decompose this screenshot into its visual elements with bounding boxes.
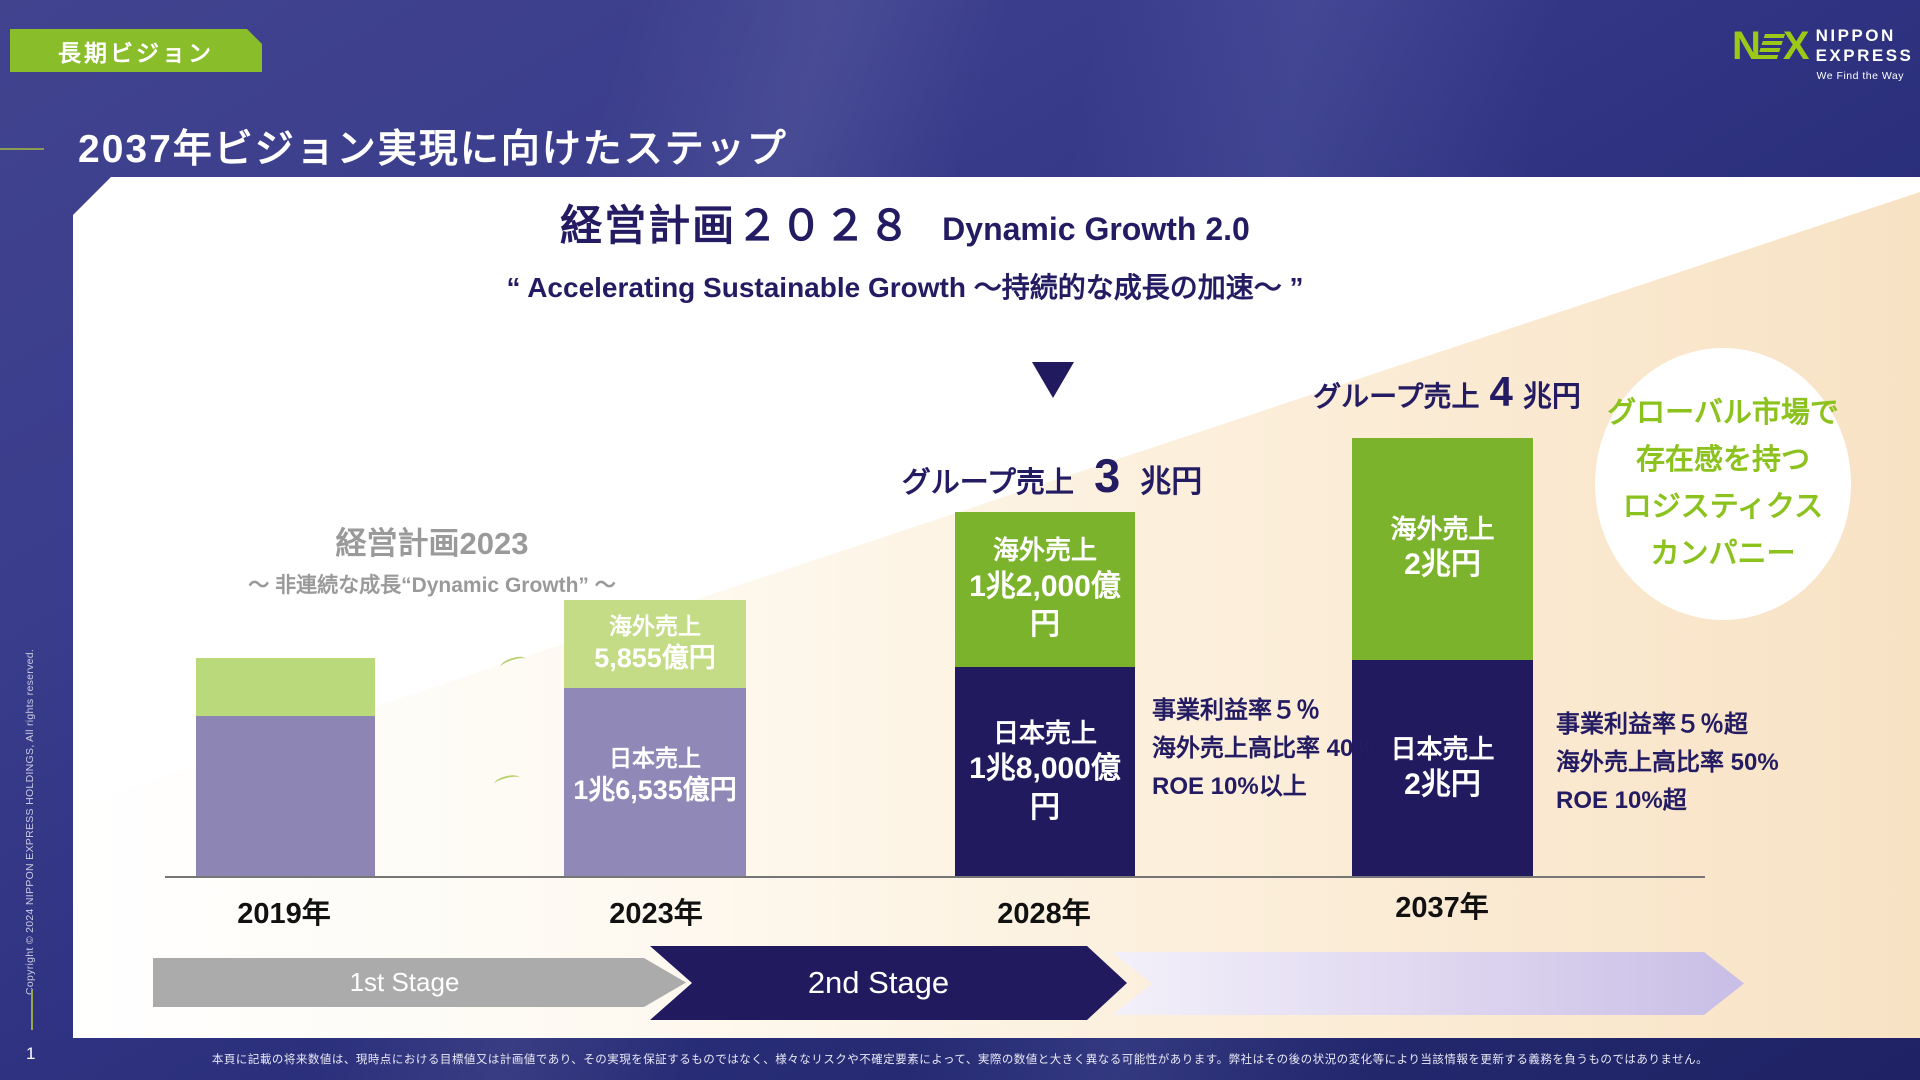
plan-2028-tagline: “ Accelerating Sustainable Growth ～持続的な成… — [506, 272, 1304, 303]
group-revenue-2028-value: 3 — [1094, 449, 1121, 502]
x-tick-2023: 2023年 — [609, 898, 703, 930]
logo-tagline: We Find the Way — [1816, 70, 1904, 82]
plan-2023-heading: 経営計画2023 ～ 非連続な成長“Dynamic Growth” ～ — [248, 518, 616, 599]
kpi-2028-roe: ROE 10%以上 — [1152, 773, 1307, 800]
group-revenue-2037-unit: 兆円 — [1522, 381, 1581, 413]
x-tick-2037: 2037年 — [1395, 892, 1489, 924]
page-number: 1 — [26, 1044, 36, 1063]
bar-2028-overseas-label: 海外売上 — [992, 535, 1097, 566]
stage-1-arrow: 1st Stage — [153, 958, 686, 1007]
section-badge-label: 長期ビジョン — [58, 39, 214, 66]
nx-letter-n: N — [1732, 24, 1761, 68]
bar-2037-japan: 日本売上 2兆円 — [1352, 660, 1533, 877]
stage-1-label: 1st Stage — [349, 967, 460, 997]
plan-2028-title: 経営計画２０２８ — [560, 202, 913, 249]
group-revenue-2037-prefix: グループ売上 — [1313, 381, 1480, 412]
bar-2028-overseas-value: 1兆2,000億円 — [969, 569, 1121, 642]
bar-2037-overseas-label: 海外売上 — [1390, 514, 1495, 545]
bar-2023-japan-value: 1兆6,535億円 — [573, 775, 737, 806]
logo-wordmark-line2: EXPRESS — [1815, 46, 1914, 65]
page-title: 2037年ビジョン実現に向けたステップ — [78, 128, 788, 171]
group-revenue-2028-prefix: グループ売上 — [901, 467, 1075, 499]
bar-2019-japan — [196, 716, 375, 877]
bar-2023-overseas-label: 海外売上 — [609, 613, 701, 639]
copyright-text: Copyright © 2024 NIPPON EXPRESS HOLDINGS… — [24, 648, 36, 995]
nippon-express-logo: N X NIPPON EXPRESS We Find the Way — [1732, 24, 1911, 82]
goal-circle-line3: ロジスティクス — [1622, 491, 1824, 523]
bar-2023-overseas: 海外売上 5,855億円 — [564, 600, 746, 688]
x-axis-line — [165, 876, 1705, 878]
kpi-2037-profit: 事業利益率５％超 — [1556, 711, 1748, 738]
side-accent-line — [31, 990, 33, 1030]
bar-2028-overseas: 海外売上 1兆2,000億円 — [955, 512, 1135, 667]
bar-2023-overseas-value: 5,855億円 — [594, 643, 716, 674]
bar-2028-japan-value: 1兆8,000億円 — [969, 752, 1121, 824]
logo-wordmark: NIPPON EXPRESS — [1816, 26, 1914, 65]
disclaimer-text: 本頁に記載の将来数値は、現時点における目標値又は計画値であり、その実現を保証する… — [211, 1054, 1709, 1066]
bar-2028-japan: 日本売上 1兆8,000億円 — [955, 667, 1135, 877]
plan-2023-tagline: ～ 非連続な成長“Dynamic Growth” ～ — [248, 574, 616, 597]
bar-2037-japan-value: 2兆円 — [1404, 767, 1481, 801]
kpi-2037-roe: ROE 10%超 — [1556, 787, 1687, 814]
kpi-2037-overseas-ratio: 海外売上高比率 50% — [1556, 749, 1779, 776]
kpi-notes-2028: 事業利益率５％ 海外売上高比率 40% ROE 10%以上 — [1152, 692, 1375, 806]
kpi-2028-overseas-ratio: 海外売上高比率 40% — [1152, 735, 1375, 762]
bar-2037-overseas-value: 2兆円 — [1404, 548, 1481, 582]
stage-2-label: 2nd Stage — [807, 965, 950, 1000]
group-revenue-2028-unit: 兆円 — [1140, 464, 1203, 499]
bar-2037-japan-label: 日本売上 — [1390, 733, 1495, 764]
bar-2023-japan: 日本売上 1兆6,535億円 — [564, 688, 746, 877]
goal-circle-line2: 存在感を持つ — [1635, 444, 1810, 476]
kpi-notes-2037: 事業利益率５％超 海外売上高比率 50% ROE 10%超 — [1556, 706, 1779, 820]
title-accent-line — [0, 148, 44, 150]
bar-2019-overseas — [196, 658, 375, 716]
plan-2028-heading: 経営計画２０２８ Dynamic Growth 2.0 “ Acceleratin… — [506, 192, 1303, 306]
x-tick-2028: 2028年 — [997, 898, 1091, 930]
group-revenue-2037: グループ売上 4 兆円 — [1313, 368, 1581, 416]
triangle-marker-icon — [1032, 362, 1074, 398]
nx-letter-x: X — [1782, 24, 1810, 68]
group-revenue-2028: グループ売上 3 兆円 — [902, 448, 1202, 503]
bar-2037-overseas: 海外売上 2兆円 — [1352, 438, 1533, 660]
decorative-arc — [493, 773, 521, 789]
kpi-2028-profit: 事業利益率５％ — [1152, 697, 1320, 724]
plan-2023-title: 経営計画2023 — [335, 526, 529, 561]
group-revenue-2037-value: 4 — [1489, 368, 1513, 415]
nx-logo-icon: N X — [1732, 24, 1810, 68]
stage-future-arrow — [1112, 952, 1744, 1015]
section-badge: 長期ビジョン — [10, 29, 262, 72]
stage-2-arrow: 2nd Stage — [650, 946, 1127, 1020]
bar-2023-japan-label: 日本売上 — [609, 745, 701, 771]
logo-wordmark-line1: NIPPON — [1815, 26, 1896, 46]
vision-goal-circle: グローバル市場で 存在感を持つ ロジスティクス カンパニー — [1595, 348, 1851, 620]
plan-2028-subtitle-en: Dynamic Growth 2.0 — [942, 211, 1250, 247]
goal-circle-line4: カンパニー — [1650, 538, 1796, 570]
x-tick-2019: 2019年 — [237, 898, 331, 930]
decorative-arc — [499, 654, 527, 672]
bar-2028-japan-label: 日本売上 — [992, 717, 1097, 748]
goal-circle-line1: グローバル市場で — [1607, 397, 1839, 429]
